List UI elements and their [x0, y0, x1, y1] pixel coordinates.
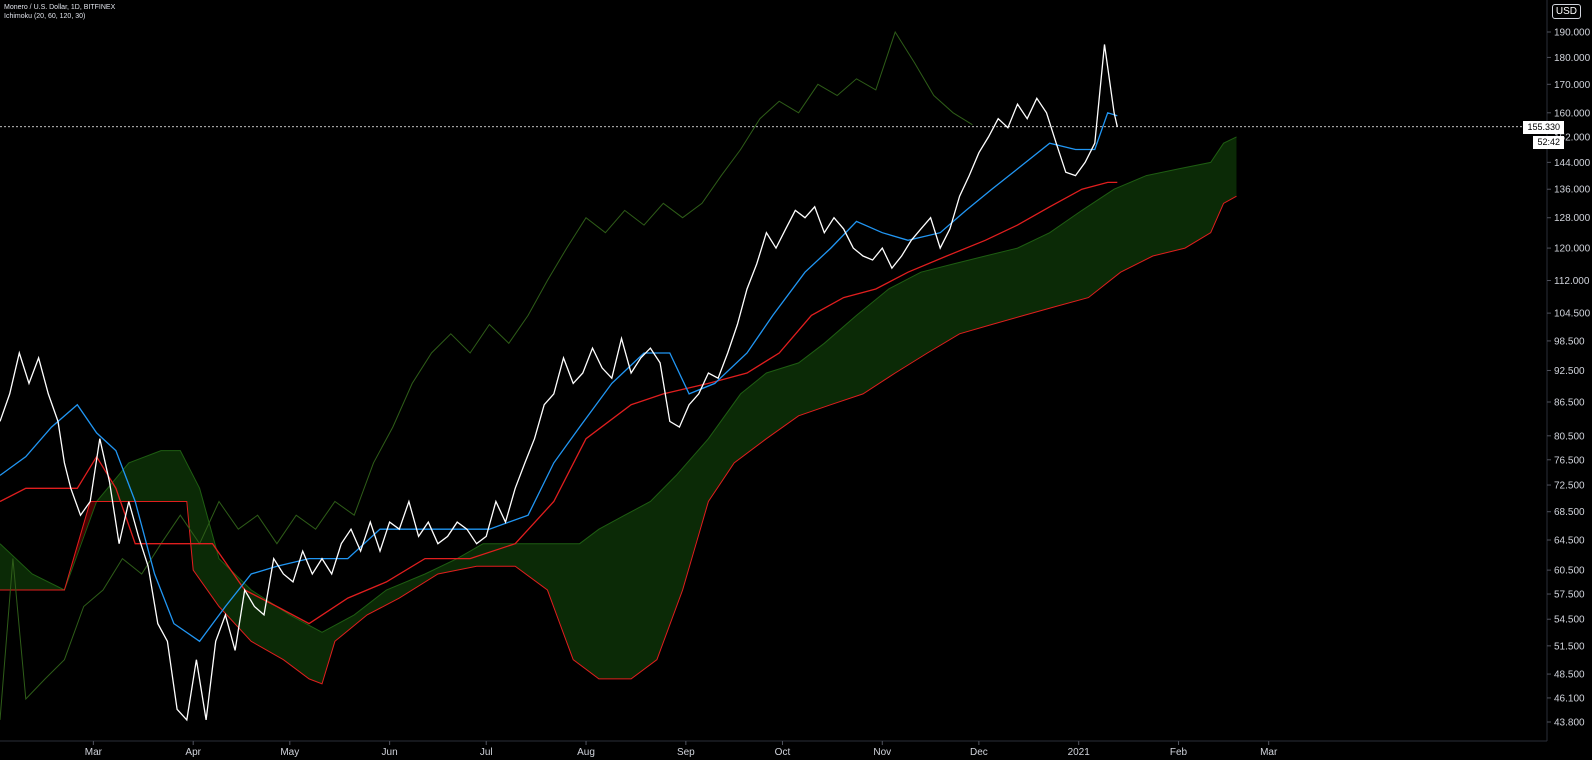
- time-tick-label: Feb: [1170, 747, 1188, 758]
- price-tick-label: 57.500: [1554, 590, 1585, 601]
- price-tick-label: 128.000: [1554, 213, 1591, 224]
- time-tick-label: Nov: [873, 747, 891, 758]
- price-tick-label: 98.500: [1554, 336, 1585, 347]
- time-axis[interactable]: Mar Apr May Jun Jul Aug Sep Oct Nov Dec 2021 Feb Mar: [85, 741, 1278, 758]
- price-tick-label: 46.100: [1554, 693, 1585, 704]
- time-tick-label: Jul: [480, 747, 493, 758]
- currency-badge[interactable]: USD: [1551, 4, 1581, 19]
- price-tick-label: 152.000: [1554, 132, 1591, 143]
- series-lines: [0, 30, 1237, 722]
- price-tick-label: 43.800: [1554, 718, 1585, 729]
- price-tick-label: 180.000: [1554, 53, 1591, 64]
- price-tick-label: 64.500: [1554, 536, 1585, 547]
- price-tick-label: 170.000: [1554, 80, 1591, 91]
- leading-span-a-line: [0, 136, 1237, 633]
- price-axis[interactable]: 43.800 46.100 48.500 51.500 54.500 57.500 60.5…: [1547, 28, 1591, 729]
- price-tick-label: 48.500: [1554, 670, 1585, 681]
- time-tick-label: Oct: [775, 747, 791, 758]
- price-tick-label: 120.000: [1554, 244, 1591, 255]
- time-tick-label: Mar: [1260, 747, 1278, 758]
- price-tick-label: 190.000: [1554, 28, 1591, 39]
- conversion-line: [0, 111, 1118, 643]
- price-tick-label: 104.500: [1554, 309, 1591, 320]
- price-tick-label: 144.000: [1554, 158, 1591, 169]
- time-tick-label: Sep: [677, 747, 695, 758]
- time-tick-label: Aug: [577, 747, 595, 758]
- price-tick-label: 54.500: [1554, 615, 1585, 626]
- price-tick-label: 60.500: [1554, 566, 1585, 577]
- cloud-bullish: [0, 543, 68, 590]
- time-tick-label: Dec: [970, 747, 988, 758]
- price-tick-label: 160.000: [1554, 108, 1591, 119]
- price-tick-label: 112.000: [1554, 276, 1590, 287]
- price-tick-label: 68.500: [1554, 507, 1585, 518]
- price-tick-label: 51.500: [1554, 641, 1585, 652]
- price-tick-label: 76.500: [1554, 455, 1585, 466]
- countdown-label: 52:42: [1533, 135, 1564, 149]
- time-tick-label: Mar: [85, 747, 103, 758]
- time-tick-label: May: [280, 747, 299, 758]
- price-tick-label: 80.500: [1554, 431, 1585, 442]
- leading-span-b-line: [0, 195, 1237, 685]
- price-tick-label: 72.500: [1554, 481, 1585, 492]
- price-line: [0, 44, 1118, 722]
- time-tick-label: 2021: [1068, 747, 1091, 758]
- symbol-title: Monero / U.S. Dollar, 1D, BITFINEX: [4, 4, 116, 11]
- price-tick-label: 92.500: [1554, 366, 1585, 377]
- price-tick-label: 86.500: [1554, 398, 1585, 409]
- lagging-span-line: [0, 30, 973, 720]
- indicator-title: Ichimoku (20, 60, 120, 30): [4, 13, 86, 20]
- cloud-bullish: [96, 136, 1237, 684]
- last-price-label: 155.330: [1523, 120, 1564, 134]
- time-tick-label: Jun: [382, 747, 398, 758]
- chart-legend: Monero / U.S. Dollar, 1D, BITFINEX Ichim…: [4, 3, 115, 21]
- base-line: [0, 181, 1118, 625]
- price-tick-label: 136.000: [1554, 185, 1591, 196]
- ichimoku-cloud: [0, 136, 1237, 684]
- time-tick-label: Apr: [185, 747, 201, 758]
